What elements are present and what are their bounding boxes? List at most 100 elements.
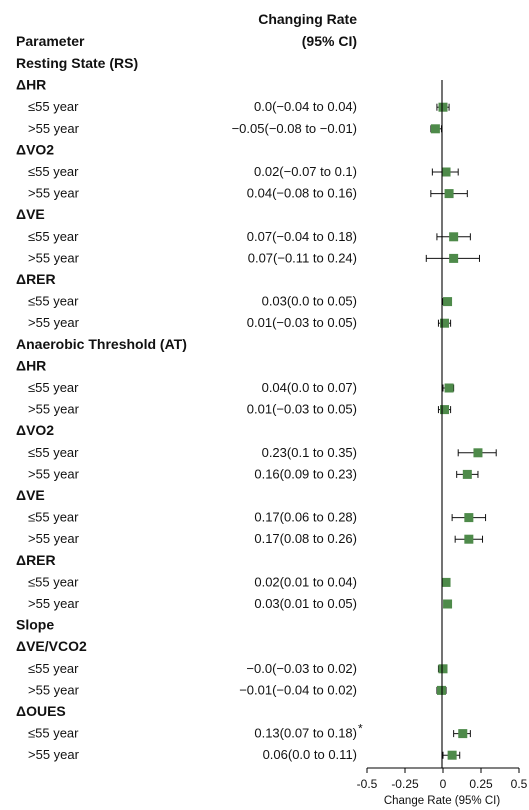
parameter-label: ΔVE <box>16 487 45 503</box>
change-rate-ci-text: −0.05(−0.08 to −0.01) <box>232 121 357 136</box>
estimate-marker <box>441 577 451 587</box>
estimate-marker <box>443 297 453 307</box>
estimate-marker <box>443 599 453 609</box>
x-tick-label: 0.25 <box>469 777 493 791</box>
rows-layer: Resting State (RS) ΔHR ≤55 year 0.0(−0.04 t… <box>16 55 497 762</box>
section-label: Anaerobic Threshold (AT) <box>16 336 187 352</box>
significance-marker: * <box>358 722 363 736</box>
age-group-label: >55 year <box>28 186 80 201</box>
change-rate-ci-text: 0.16(0.09 to 0.23) <box>254 466 357 481</box>
parameter-label: ΔVO2 <box>16 141 54 157</box>
estimate-marker <box>444 383 454 393</box>
x-axis-ticks: -0.5 -0.25 0 0.25 0.5 <box>357 768 528 791</box>
x-tick-label: 0 <box>440 777 447 791</box>
table-row: >55 year 0.03(0.01 to 0.05) <box>28 596 453 611</box>
table-row: >55 year 0.17(0.08 to 0.26) <box>28 531 484 546</box>
estimate-marker <box>458 729 468 739</box>
age-group-label: ≤55 year <box>28 99 79 114</box>
age-group-label: ≤55 year <box>28 661 79 676</box>
change-rate-ci-text: 0.01(−0.03 to 0.05) <box>247 315 357 330</box>
parameter-label: ΔHR <box>16 357 46 373</box>
table-row: ≤55 year 0.07(−0.04 to 0.18) <box>28 229 471 244</box>
estimate-marker <box>473 448 483 458</box>
age-group-label: ≤55 year <box>28 726 79 741</box>
age-group-label: >55 year <box>28 315 80 330</box>
table-row: >55 year −0.01(−0.04 to 0.02) <box>28 682 447 697</box>
estimate-marker <box>464 513 474 523</box>
age-group-label: >55 year <box>28 402 80 417</box>
parameter-label: ΔVO2 <box>16 422 54 438</box>
change-rate-ci-text: 0.03(0.01 to 0.05) <box>254 596 357 611</box>
age-group-label: >55 year <box>28 682 80 697</box>
table-row: ≤55 year 0.02(0.01 to 0.04) <box>28 574 451 589</box>
change-rate-ci-text: 0.02(−0.07 to 0.1) <box>254 164 357 179</box>
change-rate-ci-text: 0.03(0.0 to 0.05) <box>262 294 357 309</box>
x-tick-label: -0.25 <box>391 777 419 791</box>
estimate-marker <box>438 102 448 112</box>
change-rate-ci-text: 0.17(0.06 to 0.28) <box>254 510 357 525</box>
change-rate-ci-text: 0.07(−0.04 to 0.18) <box>247 229 357 244</box>
table-row: ≤55 year 0.04(0.0 to 0.07) <box>28 380 455 395</box>
estimate-marker <box>440 318 450 328</box>
parameter-label: ΔRER <box>16 271 56 287</box>
change-rate-ci-text: 0.23(0.1 to 0.35) <box>262 445 357 460</box>
parameter-label: ΔHR <box>16 77 46 93</box>
change-rate-ci-text: 0.02(0.01 to 0.04) <box>254 574 357 589</box>
table-row: >55 year 0.06(0.0 to 0.11) <box>28 747 461 762</box>
age-group-label: >55 year <box>28 747 80 762</box>
table-row: >55 year 0.04(−0.08 to 0.16) <box>28 186 468 201</box>
estimate-marker <box>449 253 459 263</box>
table-row: ≤55 year 0.13(0.07 to 0.18) * <box>28 722 471 741</box>
table-row: >55 year 0.01(−0.03 to 0.05) <box>28 402 452 417</box>
x-tick-label: -0.5 <box>357 777 378 791</box>
change-rate-ci-text: 0.06(0.0 to 0.11) <box>263 747 357 762</box>
table-row: ≤55 year −0.0(−0.03 to 0.02) <box>28 661 448 676</box>
age-group-label: ≤55 year <box>28 380 79 395</box>
change-rate-ci-text: 0.01(−0.03 to 0.05) <box>247 402 357 417</box>
x-tick-label: 0.5 <box>511 777 528 791</box>
table-row: >55 year 0.16(0.09 to 0.23) <box>28 466 479 481</box>
age-group-label: >55 year <box>28 531 80 546</box>
parameter-label: ΔVE/VCO2 <box>16 638 87 654</box>
estimate-marker <box>441 167 451 177</box>
table-row: ≤55 year 0.03(0.0 to 0.05) <box>28 294 453 309</box>
ci-column-header-line1: Changing Rate <box>258 11 357 27</box>
parameter-label: ΔRER <box>16 552 56 568</box>
change-rate-ci-text: 0.0(−0.04 to 0.04) <box>254 99 357 114</box>
parameter-label: ΔVE <box>16 206 45 222</box>
table-row: >55 year 0.01(−0.03 to 0.05) <box>28 315 452 330</box>
estimate-marker <box>464 534 474 544</box>
x-axis-title: Change Rate (95% CI) <box>384 795 501 807</box>
change-rate-ci-text: 0.04(0.0 to 0.07) <box>262 380 357 395</box>
estimate-marker <box>444 189 454 199</box>
age-group-label: >55 year <box>28 250 80 265</box>
ci-column-header-line2: (95% CI) <box>302 33 357 49</box>
table-row: ≤55 year 0.02(−0.07 to 0.1) <box>28 164 459 179</box>
age-group-label: ≤55 year <box>28 164 79 179</box>
change-rate-ci-text: 0.04(−0.08 to 0.16) <box>247 186 357 201</box>
estimate-marker <box>438 664 448 674</box>
parameter-label: ΔOUES <box>16 703 66 719</box>
table-row: ≤55 year 0.17(0.06 to 0.28) <box>28 510 487 525</box>
section-label: Resting State (RS) <box>16 55 138 71</box>
estimate-marker <box>430 124 440 134</box>
age-group-label: >55 year <box>28 121 80 136</box>
table-row: ≤55 year 0.0(−0.04 to 0.04) <box>28 99 450 114</box>
age-group-label: ≤55 year <box>28 445 79 460</box>
estimate-marker <box>462 469 472 479</box>
change-rate-ci-text: −0.0(−0.03 to 0.02) <box>246 661 357 676</box>
age-group-label: ≤55 year <box>28 294 79 309</box>
age-group-label: ≤55 year <box>28 229 79 244</box>
estimate-marker <box>440 405 450 415</box>
section-label: Slope <box>16 617 54 633</box>
parameter-column-header: Parameter <box>16 33 85 49</box>
estimate-marker <box>449 232 459 242</box>
table-row: >55 year −0.05(−0.08 to −0.01) <box>28 121 442 136</box>
age-group-label: ≤55 year <box>28 574 79 589</box>
age-group-label: ≤55 year <box>28 510 79 525</box>
table-row: >55 year 0.07(−0.11 to 0.24) <box>28 250 480 265</box>
estimate-marker <box>447 750 457 760</box>
age-group-label: >55 year <box>28 466 80 481</box>
age-group-label: >55 year <box>28 596 80 611</box>
